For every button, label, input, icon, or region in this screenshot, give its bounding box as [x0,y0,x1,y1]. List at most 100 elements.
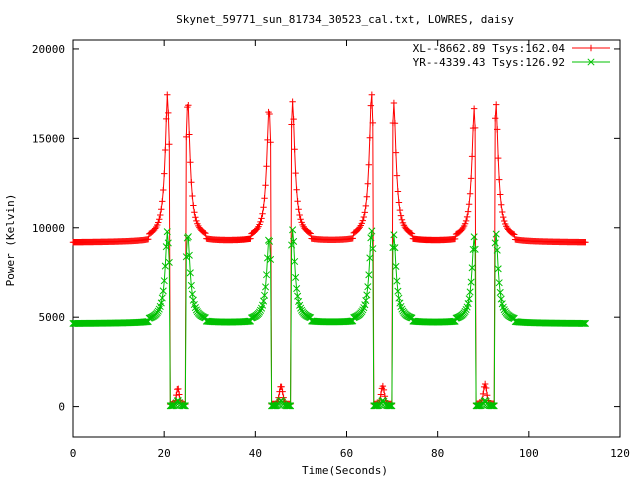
data-point [488,402,496,410]
data-point [491,115,499,122]
data-point [189,296,197,304]
data-point [292,273,300,281]
data-point [291,146,298,153]
data-point [492,101,500,108]
data-point [500,213,507,221]
data-point [389,243,397,252]
data-point [176,391,183,398]
data-point [289,226,297,234]
data-point [307,230,314,237]
legend: XL--8662.89 Tsys:162.04 YR--4339.43 Tsys… [413,42,610,69]
data-point [501,217,508,225]
data-point [397,212,405,219]
y-tick-label: 15000 [32,132,65,145]
data-point [163,115,170,123]
data-point [189,192,196,200]
data-point [257,218,264,226]
data-point [394,188,402,195]
data-point [160,186,167,194]
data-point [387,402,395,410]
data-point [377,391,385,398]
data-point [288,241,296,249]
data-point [363,193,371,200]
data-point [291,257,299,266]
data-point [579,319,587,327]
data-point [390,231,398,239]
data-point [191,209,198,216]
x-tick-label: 60 [340,447,353,460]
data-point [364,180,372,187]
data-point [471,245,479,253]
data-point [392,149,400,156]
data-point [259,297,268,305]
data-point [258,301,267,309]
data-point [393,277,401,285]
data-point [190,202,197,209]
data-point [361,209,369,216]
x-tick-label: 40 [249,447,262,460]
data-point [186,269,194,277]
series-0 [69,91,589,408]
data-point [159,287,167,295]
data-point [491,239,499,247]
data-point [510,230,517,238]
data-point [184,233,192,241]
data-point [497,191,504,198]
data-point [580,319,588,327]
data-point [161,170,168,177]
data-point [471,124,479,132]
data-point [256,306,265,314]
data-point [258,215,265,222]
data-point [286,402,294,410]
data-point [262,271,271,279]
data-point [289,98,296,105]
data-point [180,402,188,410]
data-point [463,213,471,221]
data-point [193,217,200,225]
data-point [474,402,482,410]
data-point [296,211,303,219]
data-point [368,91,376,98]
data-point [156,216,163,223]
data-point [158,206,165,213]
data-point [469,245,477,253]
data-point [466,190,474,197]
data-point [500,306,508,314]
data-point [279,388,286,395]
x-tick-label: 120 [610,447,630,460]
data-point [396,206,404,214]
data-point [187,281,195,290]
data-point [284,402,292,410]
data-point [188,179,195,186]
y-tick-label: 10000 [32,222,65,235]
data-point [379,382,387,390]
data-point [181,402,189,410]
data-point [487,402,495,410]
series-line [73,94,586,405]
data-point [179,402,187,410]
data-point [263,163,270,170]
data-point [458,226,466,233]
y-tick-label: 0 [58,401,65,414]
data-point [293,284,301,293]
legend-label-yr: YR--4339.43 Tsys:126.92 [413,56,565,69]
data-point [297,216,304,223]
data-point [461,307,469,316]
data-point [259,210,266,217]
data-point [295,206,302,213]
data-point [390,99,398,107]
data-point [166,141,173,148]
data-point [365,161,373,168]
data-point [369,119,377,127]
data-point [290,115,297,123]
x-tick-label: 80 [431,447,444,460]
data-point [392,262,400,271]
data-point [288,121,295,128]
legend-marker [587,58,595,66]
axes: 0 20 40 60 80 100 120 0 5000 10000 15000 20000 [32,39,630,460]
data-point [359,306,367,314]
data-point [164,239,172,247]
data-point [483,392,491,399]
data-point [393,172,401,179]
data-point [187,159,194,166]
